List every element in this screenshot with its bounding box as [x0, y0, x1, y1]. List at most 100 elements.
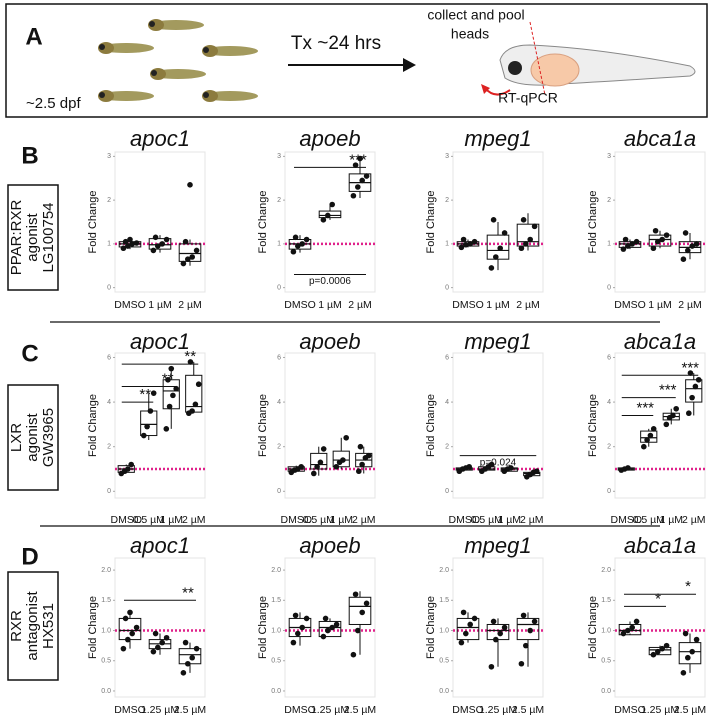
data-point [629, 241, 635, 247]
plot-frame [614, 151, 706, 293]
data-point [325, 212, 331, 219]
data-point [467, 621, 474, 628]
data-point [620, 630, 627, 637]
data-point [125, 636, 131, 643]
data-point [689, 394, 695, 401]
x-tick-label: 2 µM [178, 299, 202, 311]
data-point [359, 609, 366, 616]
x-tick-label: 1.25 µM [641, 704, 679, 716]
data-point [650, 245, 657, 252]
data-point [523, 241, 529, 247]
data-point [340, 457, 346, 463]
data-point [501, 624, 508, 631]
data-point [147, 408, 154, 414]
x-tick-label: DMSO [284, 299, 316, 311]
data-point [150, 648, 157, 655]
data-point [290, 248, 297, 255]
x-tick-label: 2 µM [182, 514, 206, 526]
data-point [133, 240, 140, 246]
data-point [508, 465, 514, 471]
larva [148, 19, 204, 31]
chart-title: apoc1 [130, 533, 190, 558]
y-tick-label: 3 [607, 153, 611, 160]
y-tick-label: 0 [445, 284, 449, 291]
y-tick-label: 0.5 [101, 658, 111, 665]
data-point [520, 217, 527, 223]
y-axis-label: Fold Change [587, 394, 599, 457]
y-tick-label: 3 [445, 153, 449, 160]
treatment-label: Tx ~24 hrs [291, 33, 381, 54]
data-point [652, 227, 659, 234]
data-point [292, 612, 299, 619]
larvae [98, 19, 258, 102]
panel-letter: B [21, 142, 38, 169]
row-label: GW3965 [40, 408, 57, 467]
x-tick-label: 1 µM [659, 514, 683, 526]
y-tick-label: 1.5 [439, 597, 449, 604]
data-point [189, 654, 195, 661]
y-tick-label: 1.0 [271, 627, 281, 634]
data-point [329, 201, 336, 208]
larva [98, 42, 154, 54]
x-tick-label: 1 µM [148, 299, 172, 311]
data-point [686, 410, 692, 417]
data-point [290, 639, 297, 646]
data-point [141, 432, 147, 439]
y-tick-label: 3 [277, 153, 281, 160]
data-point [170, 392, 176, 399]
chart-title: apoeb [299, 329, 360, 354]
collect-label: collect and pool [427, 7, 524, 23]
data-point [625, 627, 631, 634]
x-tick-label: 0.5 µM [471, 514, 503, 526]
age-label: ~2.5 dpf [26, 95, 81, 112]
data-point [182, 238, 189, 245]
data-point [127, 609, 133, 616]
data-point [458, 244, 465, 251]
box [678, 642, 702, 665]
data-point [490, 618, 497, 625]
data-point [299, 624, 306, 631]
significance-label: *** [636, 399, 654, 416]
y-tick-label: 0 [107, 488, 111, 495]
chart-title: mpeg1 [464, 329, 531, 354]
data-point [673, 405, 679, 412]
y-tick-label: 1 [445, 241, 449, 248]
data-point [359, 461, 365, 468]
data-point [488, 461, 495, 468]
significance-label: p=0.024 [480, 457, 517, 468]
data-point [352, 162, 359, 168]
x-tick-label: 1.25 µM [141, 704, 179, 716]
data-point [466, 463, 473, 470]
data-point [685, 247, 691, 254]
significance-label: ** [162, 370, 174, 387]
box [148, 238, 172, 250]
y-tick-label: 1.5 [601, 597, 611, 604]
data-point [166, 403, 173, 410]
x-tick-label: 2 µM [352, 514, 376, 526]
data-point [497, 630, 504, 637]
x-tick-label: 2 µM [682, 514, 706, 526]
data-point [150, 390, 157, 396]
arrow-head [403, 58, 416, 72]
data-point [292, 234, 299, 241]
row-label: LG100754 [40, 202, 57, 272]
data-point [490, 217, 497, 223]
data-point [501, 230, 508, 236]
data-point [363, 173, 370, 179]
data-point [655, 648, 661, 655]
significance-label: ** [182, 584, 194, 601]
data-point [155, 644, 161, 651]
data-point [303, 236, 310, 243]
plot-frame [284, 557, 376, 698]
y-tick-label: 0 [607, 488, 611, 495]
y-tick-label: 4 [107, 399, 111, 406]
y-tick-label: 1 [107, 241, 111, 248]
y-tick-label: 0 [277, 488, 281, 495]
data-point [531, 223, 538, 230]
data-point [129, 241, 135, 247]
data-point [144, 423, 150, 430]
box [318, 620, 342, 638]
y-tick-label: 2 [445, 197, 449, 204]
data-point [152, 234, 159, 241]
larva [202, 90, 258, 102]
